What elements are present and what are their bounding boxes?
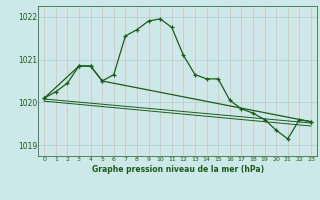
X-axis label: Graphe pression niveau de la mer (hPa): Graphe pression niveau de la mer (hPa): [92, 165, 264, 174]
